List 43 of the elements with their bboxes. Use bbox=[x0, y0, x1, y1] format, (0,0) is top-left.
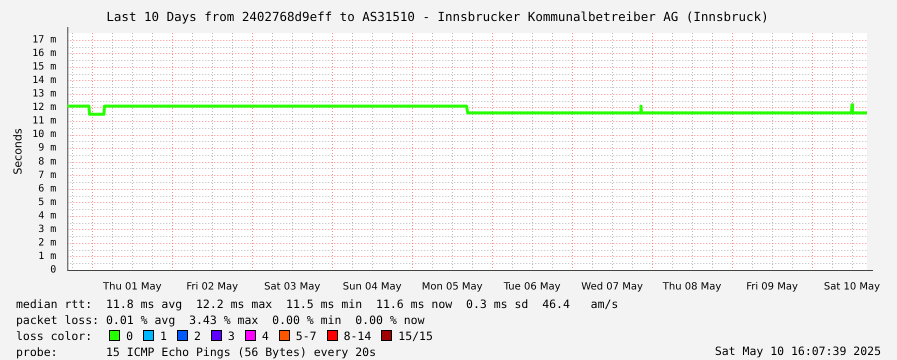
x-tick-label: Thu 01 May bbox=[102, 282, 162, 293]
y-tick-label: 7 m bbox=[38, 170, 56, 181]
legend-label: 4 bbox=[262, 329, 269, 343]
chart-title: Last 10 Days from 2402768d9eff to AS31510 - Innsbrucker Kommunalbetreiber AG (Innsbruck) bbox=[106, 8, 769, 24]
x-tick-label: Fri 09 May bbox=[746, 282, 798, 293]
legend-label: 5-7 bbox=[296, 329, 317, 343]
x-tick-label: Thu 08 May bbox=[662, 282, 722, 293]
text: probe: 15 ICMP Echo Pings (56 Bytes) every 20s bbox=[16, 344, 378, 360]
y-tick-label: 9 m bbox=[38, 142, 56, 154]
x-tick-label: Fri 02 May bbox=[186, 282, 238, 293]
x-tick-label: Sun 04 May bbox=[342, 282, 402, 293]
y-tick-label: 3 m bbox=[38, 224, 56, 235]
y-tick-label: 6 m bbox=[38, 183, 56, 194]
text: packet loss: 0.01 % avg 3.43 % max 0.00 % min 0.00 % now bbox=[16, 312, 426, 328]
y-tick-label: 12 m bbox=[32, 102, 56, 114]
x-tick-label: Tue 06 May bbox=[502, 282, 561, 293]
legend-label: 2 bbox=[194, 329, 201, 343]
y-tick-label: 4 m bbox=[38, 210, 56, 222]
text: median rtt: 11.8 ms avg 12.2 ms max 11.5 ms min 11.6 ms now 0.3 ms sd 46.4 am/s bbox=[16, 296, 618, 312]
legend-label: 0 bbox=[126, 329, 134, 343]
y-tick-label: 13 m bbox=[32, 88, 56, 100]
y-tick-label: 15 m bbox=[32, 61, 56, 72]
y-tick-label: 16 m bbox=[32, 48, 56, 59]
y-tick-label: 8 m bbox=[38, 156, 56, 168]
legend-title: loss color: bbox=[16, 329, 92, 343]
legend-label: 3 bbox=[228, 329, 235, 343]
y-tick-label: 1 m bbox=[38, 251, 56, 262]
y-tick-label: 14 m bbox=[32, 74, 56, 86]
y-tick-label: 0 bbox=[50, 264, 56, 276]
y-tick-label: 17 m bbox=[32, 34, 56, 46]
x-tick-label: Sat 10 May bbox=[824, 282, 880, 293]
legend-label: 8-14 bbox=[344, 329, 372, 343]
x-tick-label: Wed 07 May bbox=[581, 282, 643, 293]
y-tick-label: 5 m bbox=[38, 196, 56, 208]
x-tick-label: Sat 03 May bbox=[264, 282, 320, 293]
legend-label: 15/15 bbox=[398, 329, 433, 343]
x-tick-label: Mon 05 May bbox=[422, 282, 483, 293]
y-axis-title: Seconds bbox=[11, 128, 24, 175]
y-tick-label: 11 m bbox=[32, 116, 56, 127]
legend-label: 1 bbox=[160, 329, 167, 343]
y-tick-label: 2 m bbox=[38, 238, 56, 249]
y-tick-label: 10 m bbox=[32, 129, 56, 140]
text: Sat May 10 16:07:39 2025 bbox=[714, 344, 881, 358]
